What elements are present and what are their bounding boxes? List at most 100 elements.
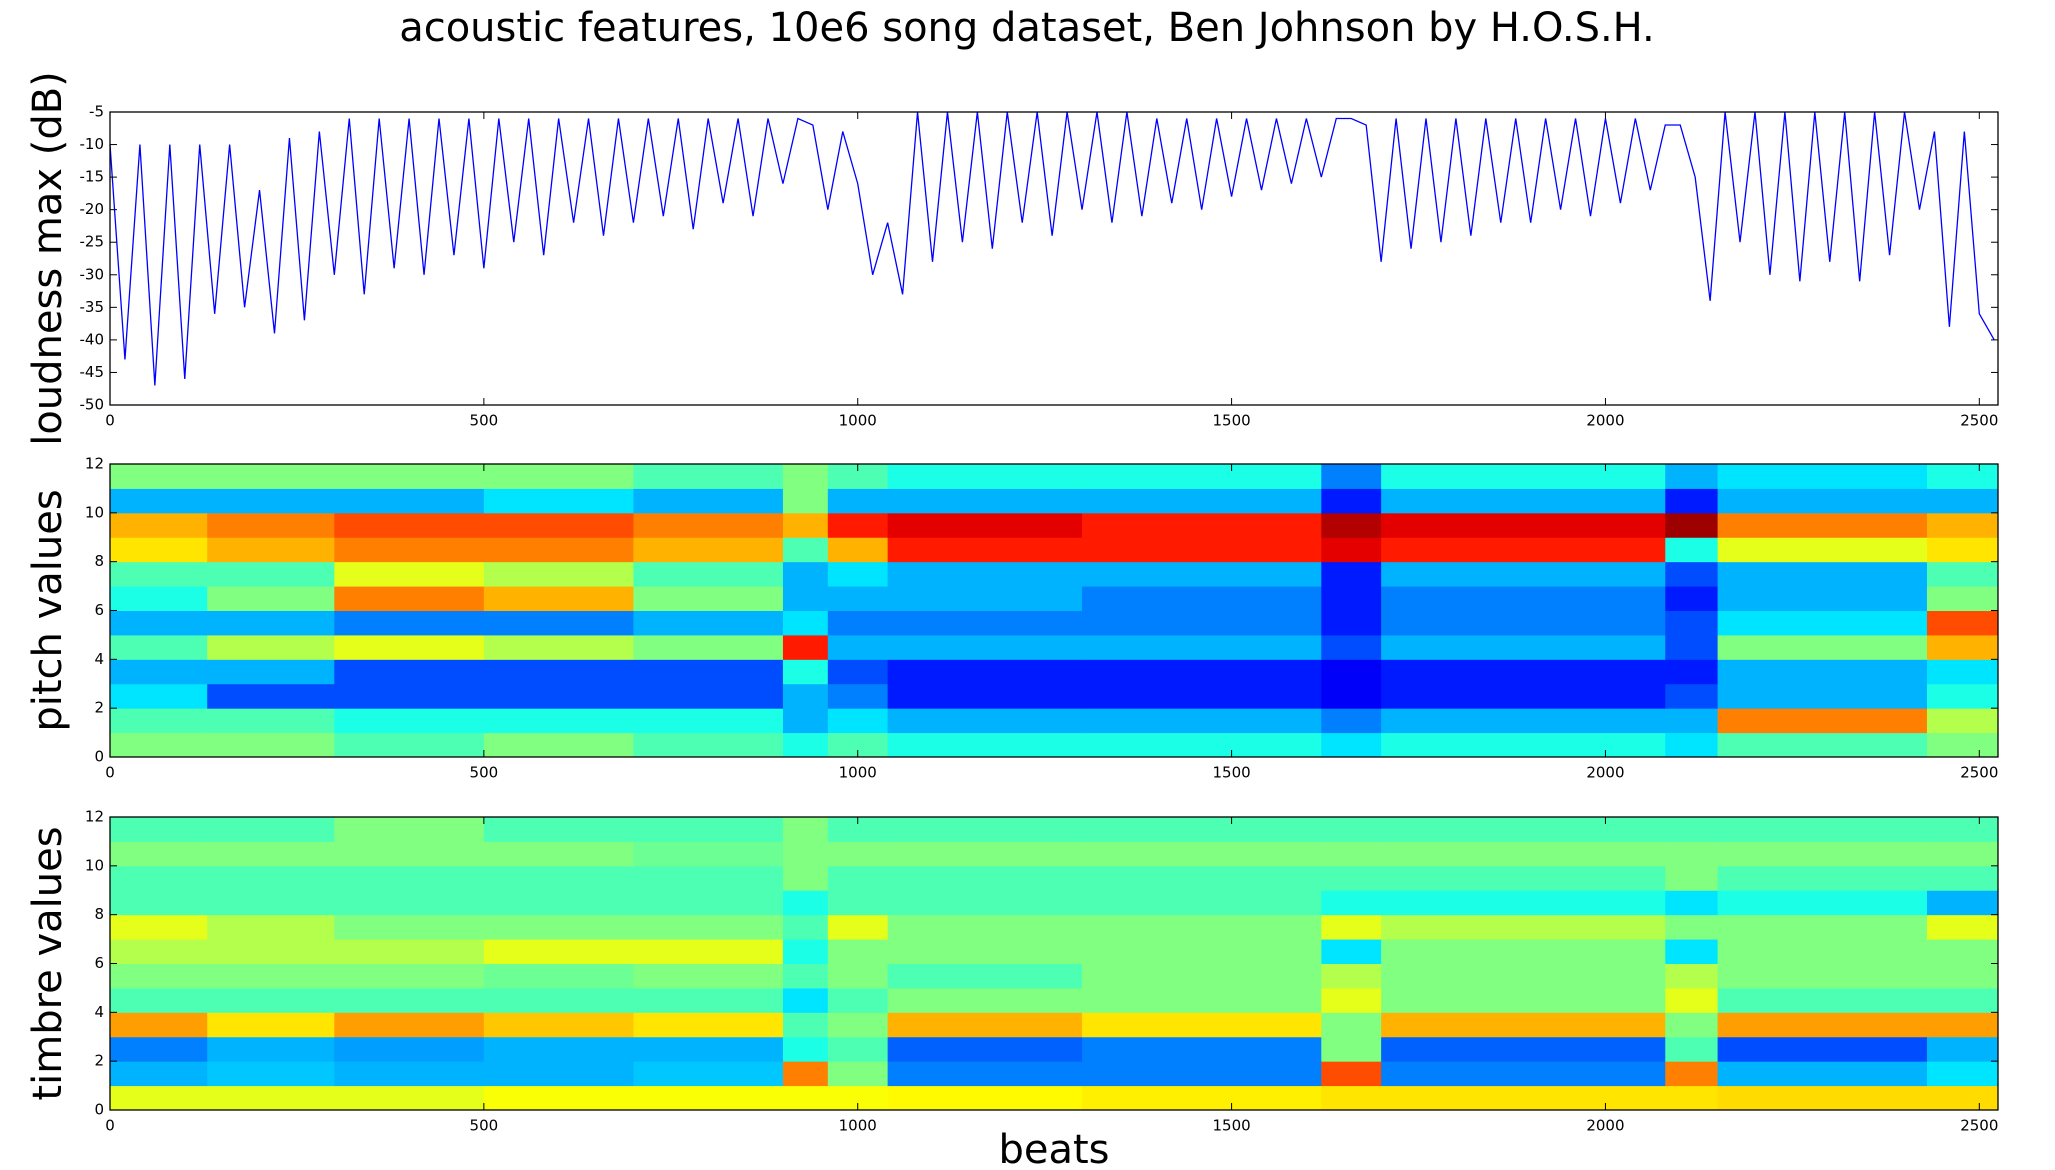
heatmap-cell [1381,865,1666,891]
heatmap-cell [1926,1036,1999,1062]
y-tick-label: 12 [85,808,104,826]
heatmap-cell [1926,1012,1999,1038]
heatmap-cell [334,865,485,891]
heatmap-cell [782,488,829,514]
heatmap-cell [1082,1036,1322,1062]
heatmap-cell [633,817,784,842]
x-axis-label: beats [998,1127,1109,1170]
heatmap-cell [1665,1061,1719,1087]
heatmap-cell [1381,464,1666,489]
heatmap-cell [782,634,829,660]
y-tick-label: -50 [80,396,105,414]
heatmap-cell [827,841,889,867]
heatmap-cell [1082,939,1322,964]
heatmap-cell [334,659,485,685]
heatmap-cell [483,1036,634,1062]
heatmap-cell [827,939,889,964]
heatmap-cell [1082,987,1322,1013]
y-tick-label: 10 [85,503,104,521]
y-tick-label: -40 [80,330,105,348]
heatmap-cell [1321,610,1382,636]
heatmap-cell [483,890,634,916]
y-tick-label: -30 [80,265,105,283]
heatmap-cell [1665,537,1719,563]
heatmap-cell [1381,537,1666,563]
heatmap-cell [334,963,485,989]
heatmap-cell [207,1012,335,1038]
heatmap-cell [110,890,208,916]
y-tick-label: 2 [94,1052,104,1070]
heatmap-cell [827,561,889,587]
heatmap-cell [782,537,829,563]
heatmap-cell [1381,1036,1666,1062]
heatmap-cell [1665,464,1719,489]
heatmap-cell [782,610,829,636]
heatmap-cell [1717,610,1928,636]
heatmap-cell [334,708,485,734]
heatmap-cell [1082,1012,1322,1038]
heatmap-cell [782,963,829,989]
heatmap-cell [782,1061,829,1087]
y-tick-label: 6 [94,954,104,972]
y-tick-label: 6 [94,601,104,619]
heatmap-cell [207,464,335,489]
heatmap-cell [1665,865,1719,891]
heatmap-cell [483,634,634,660]
heatmap-cell [207,561,335,587]
heatmap-cell [1926,841,1999,867]
x-tick-label: 0 [105,764,115,782]
heatmap-cell [1321,865,1382,891]
heatmap-cell [334,586,485,611]
heatmap-cell [887,841,1083,867]
heatmap-cell [633,634,784,660]
heatmap-cell [1717,683,1928,709]
x-tick-label: 1000 [839,412,877,430]
heatmap-cell [1717,865,1928,891]
heatmap-cell [207,537,335,563]
heatmap-cell [483,708,634,734]
heatmap-cell [207,708,335,734]
heatmap-cell [887,683,1083,709]
heatmap-cell [1381,732,1666,758]
heatmap-cell [110,939,208,964]
heatmap-cell [207,586,335,611]
heatmap-cell [827,610,889,636]
heatmap-cell [110,987,208,1013]
heatmap-cell [782,914,829,940]
heatmap-cell [334,512,485,538]
heatmap-cell [110,683,208,709]
heatmap-cell [827,537,889,563]
heatmap-cell [1665,939,1719,964]
heatmap-cell [1717,939,1928,964]
heatmap-cell [887,939,1083,964]
heatmap-cell [887,1085,1083,1111]
heatmap-cell [483,1012,634,1038]
heatmap-cell [1665,634,1719,660]
y-tick-label: 2 [94,699,104,717]
heatmap-cell [1717,659,1928,685]
heatmap-cell [782,1085,829,1111]
heatmap-cell [782,841,829,867]
heatmap-cell [887,561,1083,587]
heatmap-cell [633,939,784,964]
y-tick-label: -20 [80,200,105,218]
heatmap-cell [110,464,208,489]
heatmap-cell [1926,537,1999,563]
heatmap-cell [1321,708,1382,734]
heatmap-cell [1321,488,1382,514]
y-tick-label: -10 [80,135,105,153]
heatmap-cell [1926,939,1999,964]
y-tick-label: 4 [94,1003,104,1021]
x-tick-label: 2500 [1960,412,1998,430]
heatmap-cell [1082,865,1322,891]
heatmap-cell [110,1012,208,1038]
heatmap-cell [483,610,634,636]
heatmap-cell [782,939,829,964]
heatmap-cell [1926,708,1999,734]
heatmap-cell [1926,987,1999,1013]
heatmap-cell [1321,586,1382,611]
heatmap-cell [1321,1085,1382,1111]
heatmap-cell [633,865,784,891]
heatmap-cell [1082,1061,1322,1087]
loudness-line [109,111,1995,386]
